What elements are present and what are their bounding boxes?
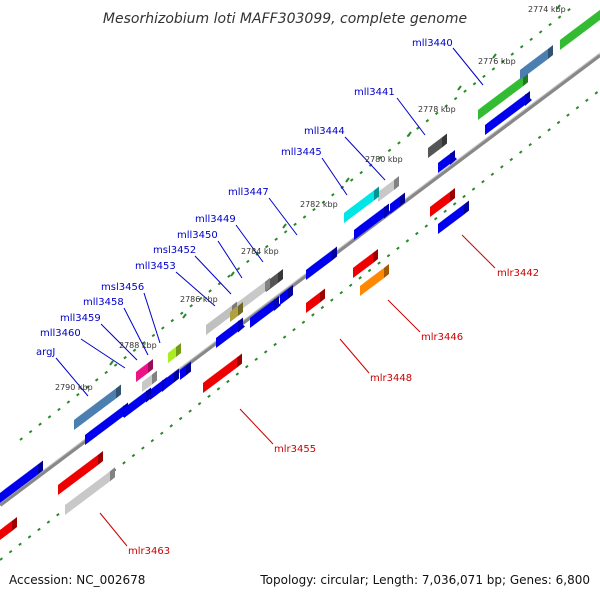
tick-label: 2786 kbp bbox=[180, 295, 218, 304]
leader-line bbox=[268, 197, 298, 236]
accession-text: Accession: NC_002678 bbox=[9, 573, 146, 587]
gene-block-blue-7 bbox=[280, 285, 293, 305]
gene-label-mll3444: mll3444 bbox=[304, 126, 345, 137]
tick-mark bbox=[182, 313, 187, 319]
tick-label: 2780 kbp bbox=[365, 155, 403, 164]
tick-mark bbox=[556, 4, 561, 10]
gene-block-red-4 bbox=[58, 451, 103, 495]
gene-label-mll3450: mll3450 bbox=[177, 230, 218, 241]
outer-dotted-track bbox=[19, 4, 576, 441]
tick-label: 2790 kbp bbox=[55, 383, 93, 392]
gene-label-mlr3448: mlr3448 bbox=[370, 373, 412, 384]
gene-block-mlr3442 bbox=[430, 188, 455, 217]
gene-block-blue-2 bbox=[438, 150, 457, 173]
gene-block-blue-8 bbox=[180, 361, 191, 380]
gene-label-mll3445: mll3445 bbox=[281, 147, 322, 158]
leader-line bbox=[194, 255, 232, 295]
tick-mark bbox=[492, 53, 497, 59]
gene-block-mlr3448 bbox=[306, 288, 325, 313]
gene-block-blue-13 bbox=[0, 460, 43, 503]
leader-line bbox=[396, 97, 426, 136]
leader-line bbox=[99, 512, 128, 547]
leader-line bbox=[321, 157, 348, 196]
label-leader-lines bbox=[55, 47, 496, 547]
leader-line bbox=[452, 47, 484, 86]
gene-label-mlr3463: mlr3463 bbox=[128, 546, 170, 557]
tick-label: 2774 kbp bbox=[528, 5, 566, 14]
gene-label-argJ: argJ bbox=[36, 347, 55, 358]
gene-label-mll3459: mll3459 bbox=[60, 313, 101, 324]
gene-features bbox=[0, 9, 600, 540]
coordinate-ticks: 2774 kbp 2776 kbp 2778 kbp 2780 kbp 2782 kbp… bbox=[55, 4, 566, 392]
leader-line bbox=[123, 307, 149, 356]
leader-line bbox=[339, 338, 370, 374]
gene-label-mll3441: mll3441 bbox=[354, 87, 395, 98]
leader-line bbox=[55, 357, 89, 397]
gene-block-blue-3 bbox=[390, 192, 405, 214]
tick-label: 2776 kbp bbox=[478, 57, 516, 66]
gene-block-red-2 bbox=[353, 249, 378, 278]
gene-label-mll3453: mll3453 bbox=[135, 261, 176, 272]
gene-label-mll3447: mll3447 bbox=[228, 187, 269, 198]
gene-label-mll3440: mll3440 bbox=[412, 38, 453, 49]
genome-summary-text: Topology: circular; Length: 7,036,071 bp… bbox=[260, 573, 590, 587]
leader-line bbox=[143, 292, 161, 344]
leader-line bbox=[175, 271, 216, 307]
leader-line bbox=[461, 234, 496, 269]
gene-block-mlr3463 bbox=[65, 467, 115, 515]
tick-label: 2788 kbp bbox=[119, 341, 157, 350]
gene-block-mll3441 bbox=[520, 45, 553, 80]
gene-block-mll3445 bbox=[378, 176, 399, 202]
gene-label-mlr3455: mlr3455 bbox=[274, 444, 316, 455]
gene-block-blue-12 bbox=[124, 387, 153, 418]
leader-line bbox=[80, 338, 126, 369]
gene-block-mll3459 bbox=[136, 359, 153, 382]
gene-block-mll3440 bbox=[560, 9, 600, 50]
gene-label-mll3458: mll3458 bbox=[83, 297, 124, 308]
gene-block-mll3447 bbox=[344, 186, 379, 223]
tick-mark bbox=[109, 360, 114, 366]
gene-block-argJ bbox=[74, 384, 121, 430]
gene-label-mlr3446: mlr3446 bbox=[421, 332, 463, 343]
gene-label-mlr3442: mlr3442 bbox=[497, 268, 539, 279]
gene-block-mll3460 bbox=[142, 370, 157, 392]
leader-line bbox=[344, 136, 386, 181]
gene-block-red-5 bbox=[0, 517, 17, 540]
gene-block-mlr3455 bbox=[203, 353, 242, 393]
gene-block-blue-6 bbox=[250, 296, 281, 328]
leader-line bbox=[239, 408, 274, 445]
gene-block-blue-4 bbox=[306, 246, 337, 280]
tick-mark bbox=[345, 177, 350, 183]
gene-block-mll3449 bbox=[354, 203, 391, 240]
gene-label-msl3456: msl3456 bbox=[101, 282, 144, 293]
tick-label: 2778 kbp bbox=[418, 105, 456, 114]
gene-block-mll3444 bbox=[428, 133, 447, 158]
gene-block-blue-1 bbox=[485, 91, 532, 135]
gene-label-mll3460: mll3460 bbox=[40, 328, 81, 339]
tick-mark bbox=[230, 271, 235, 277]
gene-block-mlr3446 bbox=[360, 264, 389, 296]
gene-block-blue-14 bbox=[438, 200, 469, 234]
gene-block-blue-10 bbox=[164, 368, 179, 390]
gene-block-msl3456 bbox=[168, 343, 181, 363]
leader-line bbox=[235, 224, 264, 263]
gene-labels: mll3440 mll3441 mll3444 mll3445 mll3447 mll34… bbox=[36, 38, 539, 557]
gene-label-msl3452: msl3452 bbox=[153, 245, 196, 256]
leader-line bbox=[387, 299, 421, 333]
tick-mark bbox=[457, 85, 462, 91]
gene-block-blue-5 bbox=[216, 317, 245, 348]
tick-mark bbox=[282, 223, 287, 229]
leader-line bbox=[100, 323, 138, 361]
tick-label: 2782 kbp bbox=[300, 200, 338, 209]
gene-block-mll3453 bbox=[230, 302, 243, 322]
tick-mark bbox=[407, 131, 412, 137]
leader-line bbox=[217, 240, 243, 279]
map-title: Mesorhizobium loti MAFF303099, complete … bbox=[103, 11, 467, 27]
tick-label: 2784 kbp bbox=[241, 247, 279, 256]
gene-label-mll3449: mll3449 bbox=[195, 214, 236, 225]
